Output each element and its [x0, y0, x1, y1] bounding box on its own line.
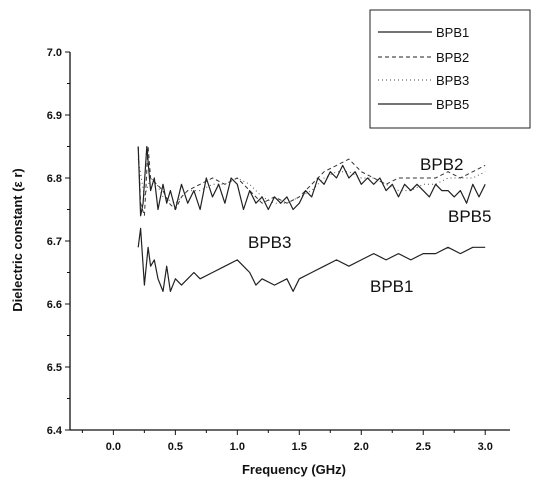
y-tick-label: 6.7: [47, 236, 62, 248]
y-tick-label: 6.9: [47, 110, 62, 122]
annotation-bpb2: BPB2: [420, 155, 463, 174]
x-tick-label: 2.0: [354, 441, 369, 453]
x-axis-title: Frequency (GHz): [242, 462, 346, 477]
y-tick-label: 6.8: [47, 173, 62, 185]
annotation-layer: BPB2 BPB5 BPB3 BPB1: [248, 155, 491, 296]
legend-label-bpb1: BPB1: [436, 25, 469, 40]
x-tick-label: 1.5: [292, 441, 307, 453]
legend-label-bpb3: BPB3: [436, 73, 469, 88]
x-tick-label: 0.5: [168, 441, 183, 453]
legend-label-bpb5: BPB5: [436, 97, 469, 112]
x-axis: 0.0 0.5 1.0 1.5 2.0 2.5 3.0: [81, 430, 493, 453]
series-line-bpb1: [137, 227, 486, 292]
legend-box: [369, 9, 531, 129]
x-tick-label: 2.5: [416, 441, 431, 453]
x-tick-label: 0.0: [106, 441, 121, 453]
y-axis: 6.4 6.5 6.6 6.7 6.8 6.9 7.0: [47, 47, 70, 437]
legend: BPB1 BPB2 BPB3 BPB5: [369, 9, 531, 129]
y-tick-label: 6.6: [47, 299, 62, 311]
annotation-bpb1: BPB1: [370, 277, 413, 296]
y-tick-label: 6.5: [47, 362, 62, 374]
y-tick-label: 7.0: [47, 47, 62, 59]
annotation-bpb5: BPB5: [448, 207, 491, 226]
y-tick-label: 6.4: [47, 425, 63, 437]
annotation-bpb3: BPB3: [248, 233, 291, 252]
series-layer: [137, 145, 486, 292]
y-axis-title: Dielectric constant (ε r): [10, 168, 25, 311]
x-tick-label: 1.0: [230, 441, 245, 453]
x-tick-label: 3.0: [478, 441, 493, 453]
legend-label-bpb2: BPB2: [436, 50, 469, 65]
series-line-bpb5: [137, 145, 486, 217]
